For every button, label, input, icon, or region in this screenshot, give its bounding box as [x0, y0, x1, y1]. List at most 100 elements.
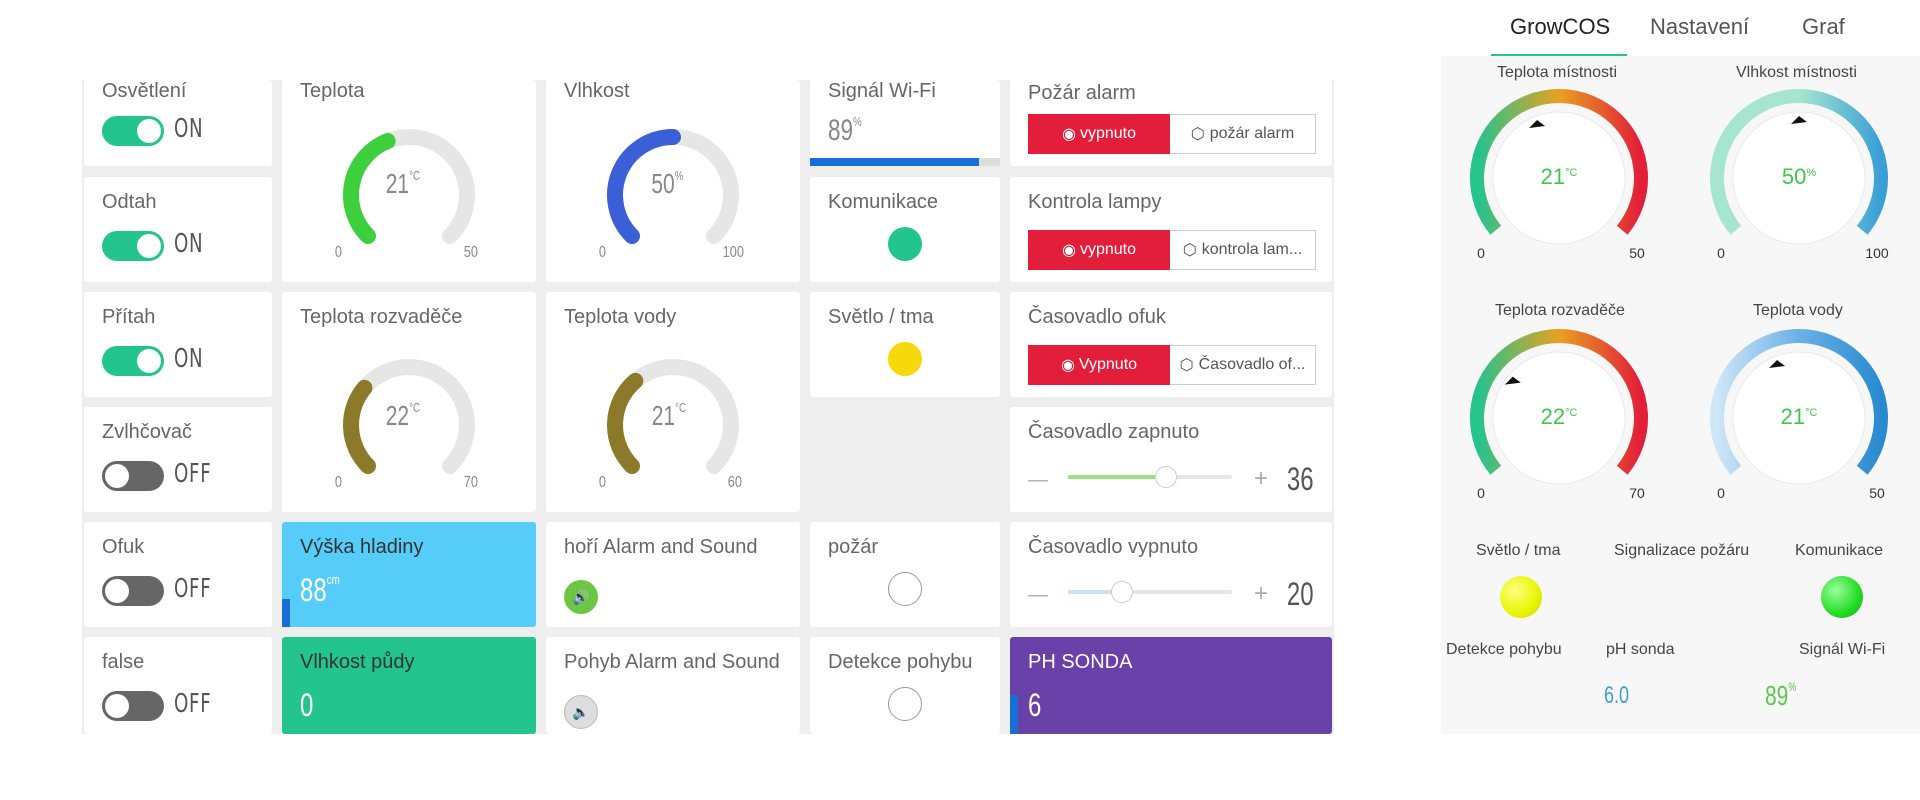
gauge-fill [607, 372, 644, 475]
dial-face [1732, 111, 1866, 245]
led-label: Světlo / tma [828, 306, 934, 328]
gauge-widget-teplota: Teplota 21°C 0 50 [282, 80, 536, 282]
dial-arc [1710, 329, 1888, 475]
plus-button[interactable]: + [1254, 465, 1269, 492]
toggle-switch[interactable] [102, 346, 164, 376]
alarm-label: Kontrola lampy [1028, 191, 1162, 213]
svetlo-label: Světlo / tma [1476, 542, 1561, 559]
gauge-max: 50 [463, 244, 479, 261]
timer-on-slider[interactable] [1068, 466, 1232, 488]
ph-widget: PH SONDA 6 [1010, 637, 1332, 734]
switch-state: ON [174, 344, 204, 374]
komunikace-led-widget: Komunikace [810, 177, 1000, 282]
slider-knob[interactable] [1155, 466, 1178, 488]
dial-unit: °C [1565, 407, 1577, 419]
slider-knob[interactable] [1111, 581, 1134, 603]
speaker-muted-icon[interactable]: 🔈 [564, 695, 598, 729]
detekce-led [888, 687, 922, 721]
switch-state: ON [174, 114, 204, 144]
komunikace-led [888, 227, 922, 261]
alarm-label: Časovadlo ofuk [1028, 306, 1166, 328]
gauge-label: Teplota rozvaděče [300, 306, 463, 328]
active-tab-indicator [1491, 54, 1627, 57]
dial-pointer [1791, 116, 1807, 124]
gauge-label: Vlhkost místnosti [1736, 64, 1857, 81]
dial-max: 50 [1629, 245, 1645, 258]
switch-state: OFF [174, 574, 212, 604]
gauge-max: 100 [722, 244, 745, 261]
tab-growcos[interactable]: GrowCOS [1510, 14, 1611, 39]
alarm-name-button[interactable]: ⬡ Časovadlo of... [1170, 345, 1316, 385]
minus-button[interactable]: — [1028, 584, 1048, 606]
alarm-name-button[interactable]: ⬡ kontrola lam... [1170, 230, 1316, 270]
tab-graf[interactable]: Graf [1802, 14, 1845, 39]
dial-min: 0 [1717, 245, 1725, 258]
eye-off-icon: ◉ [1060, 357, 1075, 374]
dial-face [1492, 111, 1626, 245]
gauge-widget-teplota-rozvadece: Teplota rozvaděče 22°C 0 70 [282, 292, 536, 512]
svetlo-led [888, 342, 922, 376]
gauge-label: Teplota místnosti [1497, 64, 1618, 81]
dial-min: 0 [1717, 485, 1725, 498]
pohyb-alarm-widget: Pohyb Alarm and Sound 🔈 [546, 637, 800, 734]
minus-button[interactable]: — [1028, 469, 1048, 491]
switch-label: false [102, 651, 145, 673]
alarm-name-button[interactable]: ⬡ požár alarm [1170, 114, 1316, 154]
toggle-switch[interactable] [102, 461, 164, 491]
vlhkost-pudy-widget: Vlhkost půdy 0 [282, 637, 536, 734]
detekce-label: Detekce pohybu [1446, 641, 1562, 658]
gauge-label: Teplota [300, 80, 365, 102]
gauge-widget-teplota-vody: Teplota vody 21°C 0 60 [546, 292, 800, 512]
vypnuto-button[interactable]: ◉ vypnuto [1028, 230, 1170, 270]
alarm-widget-pozar: Požár alarm ◉ vypnuto ⬡ požár alarm [1010, 80, 1332, 166]
vlhkost-pudy-value: 0 [300, 687, 314, 723]
komunikace-led [1821, 576, 1863, 618]
wifi-label: Signál Wi-Fi [828, 80, 936, 102]
dial-arc [1710, 89, 1888, 235]
dial-pointer [1504, 376, 1521, 385]
timer-off-slider[interactable] [1068, 581, 1232, 603]
toggle-switch[interactable] [102, 576, 164, 606]
switch-label: Ofuk [102, 536, 145, 558]
dial-pointer [1529, 120, 1546, 129]
switch-widget-pritah: Přítah ON [84, 292, 272, 397]
tab-nastaveni[interactable]: Nastavení [1650, 14, 1750, 39]
ph-value: 6 [1028, 687, 1042, 723]
speaker-icon[interactable]: 🔊 [564, 580, 598, 614]
timer-value: 36 [1287, 461, 1314, 497]
dial-arc [1470, 329, 1648, 475]
wifi-value: 89% [828, 114, 862, 147]
dial-face [1492, 351, 1626, 485]
toggle-switch[interactable] [102, 691, 164, 721]
plus-button[interactable]: + [1254, 580, 1269, 607]
gauge-label: Teplota rozvaděče [1495, 302, 1625, 319]
alarm-widget-casovadlo-ofuk: Časovadlo ofuk ◉ Vypnuto ⬡ Časovadlo of... [1010, 292, 1332, 397]
switch-widget-odtah: Odtah ON [84, 177, 272, 282]
led-label: Komunikace [828, 191, 939, 213]
vypnuto-button[interactable]: ◉ vypnuto [1028, 114, 1170, 154]
dial-gauge: 50%0 100 [1710, 89, 1889, 258]
ph-value: 6.0 [1604, 682, 1630, 709]
gauge-label: Teplota vody [1753, 302, 1843, 319]
vypnuto-button[interactable]: ◉ Vypnuto [1028, 345, 1170, 385]
level-indicator [282, 599, 290, 627]
gauge-value: 50% [651, 168, 684, 199]
toggle-switch[interactable] [102, 116, 164, 146]
ph-label: pH sonda [1606, 641, 1675, 658]
dial-min: 0 [1477, 245, 1485, 258]
komunikace-label: Komunikace [1795, 542, 1884, 559]
wifi-signal-widget: Signál Wi-Fi 89% [810, 80, 1000, 166]
pozar-led [888, 572, 922, 606]
toggle-switch[interactable] [102, 231, 164, 261]
wifi-value: 89% [1765, 680, 1797, 711]
alarm-sound-label: Pohyb Alarm and Sound [564, 651, 780, 673]
signalizace-label: Signalizace požáru [1614, 542, 1750, 559]
dial-gauge: 21°C0 50 [1470, 89, 1648, 258]
gauge-min: 0 [598, 244, 607, 261]
switch-label: Zvlhčovač [102, 421, 193, 443]
dial-unit: % [1806, 167, 1816, 179]
wifi-level-bar [810, 158, 1000, 166]
alarm-sound-label: hoří Alarm and Sound [564, 536, 758, 558]
dial-arc [1470, 89, 1648, 235]
dial-unit: °C [1565, 167, 1577, 179]
